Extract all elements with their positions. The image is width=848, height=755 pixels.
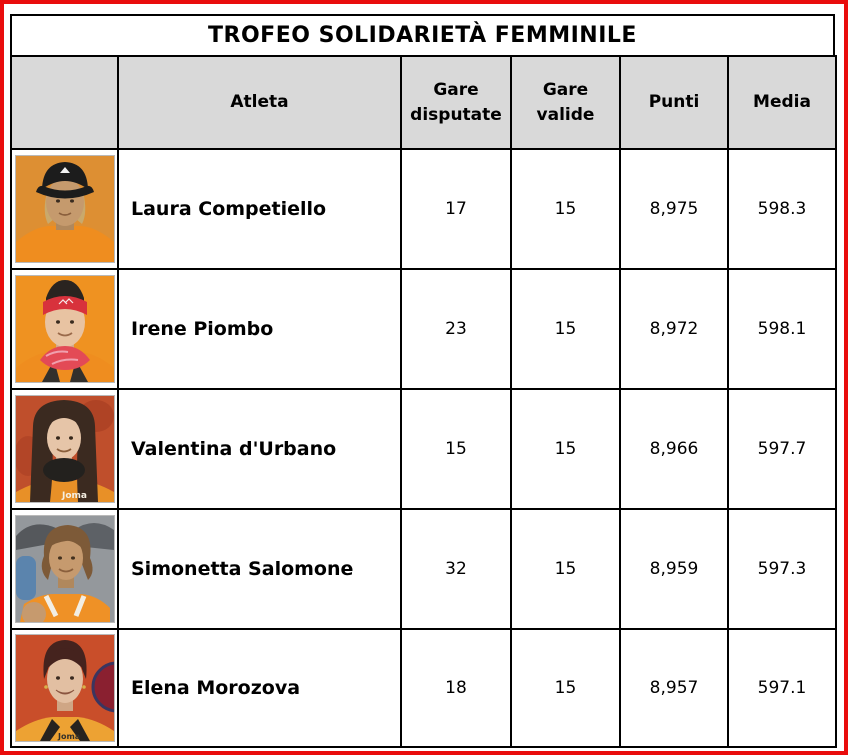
punti-value: 8,966 [619,388,729,510]
media-value: 598.1 [727,268,837,390]
photo-cell [10,148,119,270]
face-shape [46,655,83,703]
shirt-shape [15,717,114,741]
header-punti: Punti [619,55,729,150]
athlete-name: Elena Morozova [117,628,402,748]
gare-valide-value: 15 [510,628,621,748]
athlete-photo-elena: Joma [14,634,115,742]
cap-shape [41,162,88,189]
media-value: 597.3 [727,508,837,630]
header-media: Media [727,55,837,150]
media-value: 597.7 [727,388,837,510]
header-photo [10,55,119,150]
strap-left [39,719,60,741]
earring2 [81,685,86,689]
photo-cell: Joma [10,388,119,510]
page-title: TROFEO SOLIDARIETÀ FEMMINILE [10,14,835,55]
portrait-headband-woman [15,276,114,382]
athlete-photo-irene [14,275,115,383]
kappa-logo [58,298,73,305]
punti-value: 8,959 [619,508,729,630]
gare-valide-value: 15 [510,388,621,510]
cap-logo [59,167,70,173]
athlete-name: Simonetta Salomone [117,508,402,630]
joma-logo-text: Joma [61,491,87,501]
shirt-shape [15,226,114,262]
face-shape [48,536,83,580]
media-value: 598.3 [727,148,837,270]
earring [43,685,48,689]
table-row: Joma Elena Morozova 18 15 8,957 597.1 [10,628,837,748]
tank-straps [43,594,86,618]
athlete-name: Irene Piombo [117,268,402,390]
background-figure [15,556,36,600]
header-atleta: Atleta [117,55,402,150]
photo-cell [10,268,119,390]
face-shape [46,416,81,460]
header-gare-disputate: Gare disputate [400,55,512,150]
media-value: 597.1 [727,628,837,748]
gare-valide-value: 15 [510,148,621,270]
table-row: Joma Valentina d'Urbano 15 15 8,966 597.… [10,388,837,510]
gare-disputate-value: 18 [400,628,512,748]
hair-shape [42,640,87,679]
table-row: Simonetta Salomone 32 15 8,959 597.3 [10,508,837,630]
punti-value: 8,972 [619,268,729,390]
face-shape [45,178,84,226]
table-row: Irene Piombo 23 15 8,972 598.1 [10,268,837,390]
gare-valide-value: 15 [510,268,621,390]
scarf-shape [42,458,85,482]
portrait-long-hair-woman: Joma [15,396,114,502]
punti-value: 8,957 [619,628,729,748]
trophy-sheet: TROFEO SOLIDARIETÀ FEMMINILE Atleta Gare… [10,14,837,748]
photo-cell [10,508,119,630]
gare-disputate-value: 15 [400,388,512,510]
table-header-row: Atleta Gare disputate Gare valide Punti … [10,55,837,150]
athlete-photo-simonetta [14,515,115,623]
ranking-table: Atleta Gare disputate Gare valide Punti … [10,55,837,748]
portrait-tank-top-woman [15,516,114,622]
hand-shape [21,602,46,622]
gare-valide-value: 15 [510,508,621,630]
smile-shape [55,689,74,695]
joma-logo-text: Joma [57,732,80,741]
strap-right [69,719,90,741]
table-row: Laura Competiello 17 15 8,975 598.3 [10,148,837,270]
background-emblem [91,661,114,713]
gare-disputate-value: 32 [400,508,512,630]
athlete-photo-laura [14,155,115,263]
portrait-pulled-back-hair-woman: Joma [15,635,114,741]
punti-value: 8,975 [619,148,729,270]
gare-disputate-value: 17 [400,148,512,270]
headband-shape [42,296,87,315]
photo-cell: Joma [10,628,119,748]
portrait-cap-woman [15,156,114,262]
athlete-name: Laura Competiello [117,148,402,270]
athlete-photo-valentina: Joma [14,395,115,503]
gare-disputate-value: 23 [400,268,512,390]
athlete-name: Valentina d'Urbano [117,388,402,510]
header-gare-valide: Gare valide [510,55,621,150]
